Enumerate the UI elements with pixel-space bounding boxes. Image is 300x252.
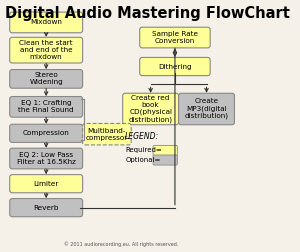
Text: Create
MP3(digital
distribution): Create MP3(digital distribution): [184, 99, 229, 119]
FancyBboxPatch shape: [10, 70, 82, 88]
FancyBboxPatch shape: [140, 27, 210, 48]
Text: Sample Rate
Conversion: Sample Rate Conversion: [152, 31, 198, 44]
Text: Mixdown: Mixdown: [30, 19, 62, 25]
Text: LEGEND:: LEGEND:: [125, 132, 159, 141]
FancyBboxPatch shape: [10, 199, 82, 217]
Text: Multiband-
compressor: Multiband- compressor: [86, 128, 128, 141]
Text: Dithering: Dithering: [158, 64, 192, 70]
FancyBboxPatch shape: [82, 123, 131, 145]
Text: Reverb: Reverb: [33, 205, 59, 211]
FancyBboxPatch shape: [10, 97, 82, 117]
Text: Required=: Required=: [125, 147, 162, 153]
Text: Create red
book
CD(physical
distribution): Create red book CD(physical distribution…: [129, 95, 172, 123]
FancyBboxPatch shape: [178, 93, 235, 125]
FancyBboxPatch shape: [153, 155, 177, 165]
Text: EQ 1: Crafting
the Final Sound: EQ 1: Crafting the Final Sound: [18, 100, 74, 113]
Text: © 2011 audiorecording.eu. All rights reserved.: © 2011 audiorecording.eu. All rights res…: [64, 241, 179, 247]
Text: Optional=: Optional=: [125, 157, 160, 163]
Text: Digital Audio Mastering FlowChart: Digital Audio Mastering FlowChart: [5, 6, 290, 21]
Text: EQ 2: Low Pass
Filter at 16.5Khz: EQ 2: Low Pass Filter at 16.5Khz: [17, 152, 76, 165]
FancyBboxPatch shape: [10, 12, 82, 33]
FancyBboxPatch shape: [10, 175, 82, 193]
FancyBboxPatch shape: [153, 145, 177, 155]
Text: Limiter: Limiter: [34, 181, 59, 187]
FancyBboxPatch shape: [140, 57, 210, 76]
Text: Compression: Compression: [23, 130, 70, 136]
Text: Stereo
Widening: Stereo Widening: [29, 72, 63, 85]
FancyBboxPatch shape: [10, 124, 82, 142]
FancyBboxPatch shape: [10, 148, 82, 169]
Text: Clean the start
and end of the
mixdown: Clean the start and end of the mixdown: [20, 40, 73, 60]
FancyBboxPatch shape: [123, 93, 178, 125]
FancyBboxPatch shape: [10, 37, 82, 63]
